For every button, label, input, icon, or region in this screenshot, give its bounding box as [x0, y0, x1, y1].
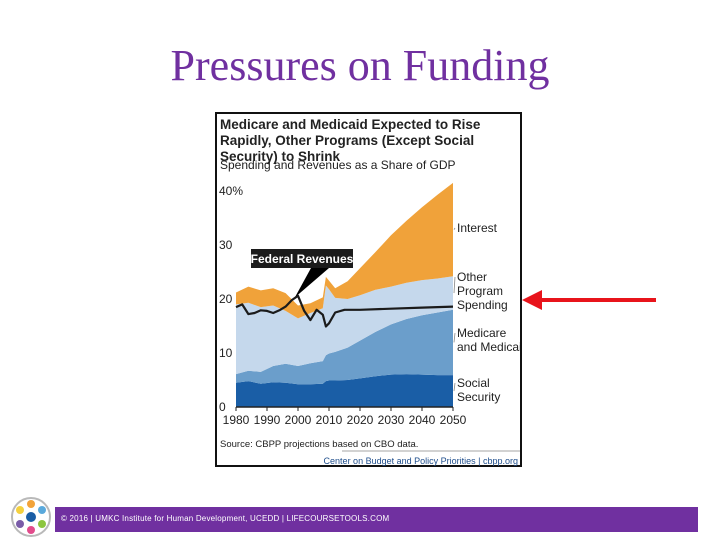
red-arrow-icon: [522, 290, 656, 310]
x-tick-label: 2020: [347, 413, 374, 427]
area-medicare-and-medicaid: [236, 309, 453, 385]
x-tick-label: 2030: [378, 413, 405, 427]
chart-frame: Medicare and Medicaid Expected to Rise R…: [215, 112, 522, 467]
legend-leader-interest: [453, 227, 456, 230]
y-tick-label: 10: [219, 346, 233, 360]
x-tick-label: 1990: [254, 413, 281, 427]
footer-text: © 2016 | UMKC Institute for Human Develo…: [61, 514, 390, 523]
lifecourse-wheel-logo-icon: [11, 497, 51, 537]
legend-leader-medicare-and-medicaid: [453, 332, 456, 343]
area-interest: [236, 182, 453, 319]
legend-label-other-program-spending: Program: [457, 284, 503, 298]
area-social-security: [236, 374, 453, 407]
x-tick-label: 2040: [409, 413, 436, 427]
legend-label-interest: Interest: [457, 221, 498, 235]
x-tick-label: 2010: [316, 413, 343, 427]
legend-leader-social-security: [453, 382, 456, 392]
legend-leader-other-program-spending: [453, 276, 456, 294]
chart-title: Medicare and Medicaid Expected to Rise R…: [220, 117, 481, 164]
y-tick-label: 20: [219, 292, 233, 306]
legend-label-social-security: Social: [457, 376, 490, 390]
y-tick-label: 40%: [219, 184, 243, 198]
legend-label-other-program-spending: Other: [457, 270, 487, 284]
annotation-box: [251, 249, 353, 268]
legend-label-medicare-and-medicaid: and Medicaid: [457, 340, 520, 354]
slide-title: Pressures on Funding: [170, 41, 550, 90]
area-other-program-spending: [236, 276, 453, 375]
y-tick-label: 30: [219, 238, 233, 252]
footer-bar: © 2016 | UMKC Institute for Human Develo…: [55, 507, 698, 532]
chart-subtitle: Spending and Revenues as a Share of GDP: [220, 158, 456, 172]
legend-label-social-security: Security: [457, 390, 500, 404]
x-tick-label: 2000: [285, 413, 312, 427]
legend-label-medicare-and-medicaid: Medicare: [457, 326, 507, 340]
chart-credit: Center on Budget and Policy Priorities |…: [323, 456, 518, 466]
legend-label-other-program-spending: Spending: [457, 298, 508, 312]
federal-revenues-line: [235, 294, 454, 328]
annotation-label: Federal Revenues: [251, 252, 354, 266]
x-tick-label: 1980: [223, 413, 250, 427]
x-tick-label: 2050: [440, 413, 467, 427]
chart-source: Source: CBPP projections based on CBO da…: [220, 439, 419, 450]
y-tick-label: 0: [219, 400, 226, 414]
